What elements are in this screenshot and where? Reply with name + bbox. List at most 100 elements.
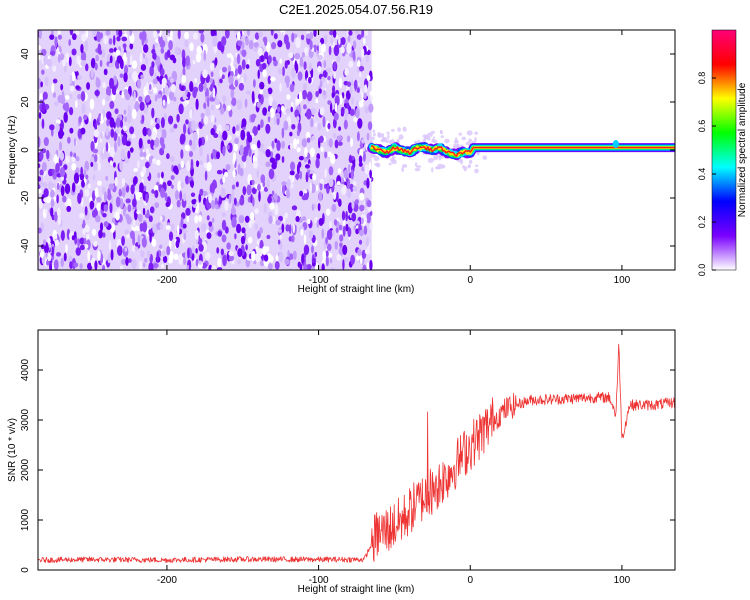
noise-blob <box>116 55 123 64</box>
noise-blob <box>356 131 360 142</box>
noise-blob <box>338 77 343 89</box>
noise-blob <box>295 37 301 49</box>
noise-blob <box>315 90 319 98</box>
noise-blob <box>121 187 126 198</box>
noise-blob <box>279 82 282 92</box>
noise-blob <box>57 30 61 36</box>
noise-blob <box>254 208 259 215</box>
noise-blob <box>359 204 365 212</box>
noise-blob <box>325 255 329 267</box>
noise-blob <box>179 133 186 145</box>
noise-blob <box>41 101 46 113</box>
noise-blob <box>108 240 112 251</box>
noise-blob <box>100 132 103 140</box>
noise-blob <box>154 189 159 199</box>
noise-blob <box>362 151 366 162</box>
noise-blob <box>359 148 364 158</box>
noise-blob <box>310 117 314 128</box>
noise-blob <box>305 131 311 139</box>
noise-blob <box>302 51 305 58</box>
noise-blob <box>217 257 222 268</box>
ridge-halo <box>427 157 434 164</box>
noise-blob <box>171 184 174 189</box>
noise-blob <box>213 132 219 138</box>
ridge-halo <box>401 164 408 168</box>
noise-blob <box>361 30 365 38</box>
noise-blob <box>302 104 307 110</box>
noise-blob <box>216 267 223 270</box>
noise-blob <box>186 160 191 172</box>
noise-blob <box>153 262 159 268</box>
noise-blob <box>303 234 307 245</box>
noise-blob <box>69 93 73 99</box>
noise-blob <box>290 106 293 113</box>
noise-blob <box>109 202 113 214</box>
noise-blob <box>156 251 159 263</box>
noise-blob <box>103 35 108 45</box>
noise-blob <box>342 259 345 270</box>
noise-blob <box>125 213 130 220</box>
noise-blob <box>280 30 285 33</box>
ridge-halo <box>377 133 384 138</box>
ridge-halo <box>440 135 445 138</box>
noise-blob <box>125 256 129 266</box>
noise-blob <box>323 60 327 69</box>
noise-blob <box>155 55 161 67</box>
noise-blob <box>290 67 296 79</box>
noise-blob <box>131 60 138 69</box>
noise-blob <box>263 51 269 60</box>
noise-blob <box>47 237 51 245</box>
noise-blob <box>102 232 106 238</box>
noise-blob <box>269 202 275 210</box>
noise-blob <box>301 195 308 201</box>
noise-blob <box>203 49 207 61</box>
noise-blob <box>174 190 179 200</box>
noise-blob <box>90 57 96 69</box>
noise-blob <box>360 88 363 96</box>
noise-blob <box>111 85 117 96</box>
noise-blob <box>97 250 101 261</box>
noise-blob <box>189 81 194 92</box>
x-tick-label: 0 <box>467 275 473 286</box>
noise-blob <box>366 213 371 222</box>
noise-blob <box>146 227 149 237</box>
y-tick-label: 20 <box>20 96 31 108</box>
noise-blob <box>148 83 152 91</box>
noise-blob <box>339 234 344 242</box>
noise-blob <box>325 208 331 216</box>
noise-blob <box>336 135 342 141</box>
noise-blob <box>162 99 166 106</box>
noise-blob <box>259 81 265 90</box>
noise-blob <box>46 58 53 68</box>
noise-blob <box>89 200 95 210</box>
noise-blob <box>217 230 223 237</box>
noise-blob <box>75 85 80 90</box>
noise-blob <box>293 138 298 150</box>
noise-blob <box>232 151 237 163</box>
noise-blob <box>295 173 300 180</box>
noise-blob <box>74 30 80 36</box>
noise-blob <box>262 69 267 78</box>
noise-blob <box>91 209 96 218</box>
noise-blob <box>363 225 368 236</box>
noise-blob <box>156 159 161 166</box>
noise-blob <box>353 117 358 123</box>
noise-blob <box>201 222 207 232</box>
noise-blob <box>71 182 76 193</box>
noise-blob <box>246 30 251 37</box>
noise-blob <box>332 132 337 139</box>
noise-blob <box>346 42 352 55</box>
noise-blob <box>62 57 66 68</box>
noise-blob <box>252 126 258 136</box>
noise-blob <box>349 108 355 117</box>
noise-blob <box>199 188 204 196</box>
noise-blob <box>267 55 272 64</box>
noise-blob <box>356 87 360 94</box>
noise-blob <box>52 65 57 73</box>
noise-blob <box>80 91 86 102</box>
noise-blob <box>337 168 342 174</box>
noise-blob <box>198 30 204 34</box>
noise-blob <box>333 112 339 121</box>
noise-blob <box>312 258 316 264</box>
noise-blob <box>292 223 296 234</box>
